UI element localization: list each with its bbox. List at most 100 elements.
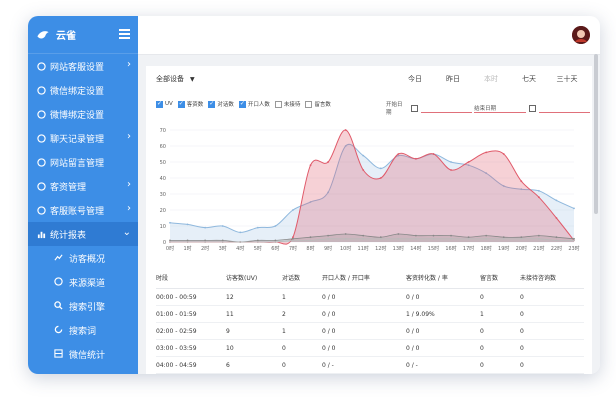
data-point <box>344 237 347 240</box>
nav-item-label: 客服账号管理 <box>50 206 105 217</box>
y-tick-label: 10 <box>160 224 166 230</box>
data-point <box>274 241 277 243</box>
legend-label: 留言数 <box>314 102 331 108</box>
data-point <box>169 239 171 242</box>
data-point <box>502 153 505 155</box>
data-point <box>573 207 575 210</box>
period-tab[interactable]: 七天 <box>522 75 536 83</box>
data-point <box>555 239 558 242</box>
sub-nav-item[interactable]: 搜索词 <box>28 318 138 342</box>
calendar-icon[interactable] <box>528 104 536 112</box>
legend-checkbox[interactable]: ✓ 对话数 <box>208 100 234 108</box>
y-tick-label: 50 <box>160 160 166 166</box>
data-point <box>485 151 488 154</box>
sub-nav-item[interactable]: 来源渠道 <box>28 270 138 294</box>
topbar <box>138 16 600 55</box>
data-point <box>432 237 435 240</box>
table-cell: 10 <box>226 344 234 352</box>
visitor-chart: 0 10 20 30 40 50 60 70 0时 1时 2时 3时 4时 5时 6时 7时 8时 9时 10时 11… <box>160 128 580 252</box>
device-select[interactable]: 全部设备 ▼ <box>156 74 195 84</box>
x-tick-label: 9时 <box>324 245 332 252</box>
refresh-icon <box>54 325 64 335</box>
legend-checkbox[interactable]: ✓ 开口人数 <box>238 100 270 108</box>
table-cell: 12 <box>226 293 234 301</box>
legend-label: 对话数 <box>217 102 234 108</box>
menu-toggle-icon[interactable] <box>119 29 130 39</box>
data-point <box>520 236 523 239</box>
start-date-input[interactable] <box>420 104 473 113</box>
table-row: 04:00 - 04:59 6 0 0 / - 0 / - 0 0 <box>156 357 584 374</box>
sub-nav-item[interactable]: 访客概况 <box>28 246 138 270</box>
sub-nav-item[interactable]: 微信统计 <box>28 342 138 366</box>
data-point <box>502 237 505 240</box>
data-point <box>344 233 347 235</box>
legend-checkbox[interactable]: 未接待 <box>274 100 301 108</box>
table-cell: 0 <box>480 344 484 352</box>
data-point <box>485 237 488 240</box>
data-point <box>397 237 400 240</box>
legend-checkbox[interactable]: ✓ 客资数 <box>177 100 203 108</box>
data-point <box>362 234 365 237</box>
stats-panel: 全部设备 ▼ 今日 昨日 本时 七天 三十天 ✓ UV ✓ 客资数 ✓ 对话数 ✓ 开口人数 未接待 留言数… <box>146 66 592 374</box>
x-tick-label: 19时 <box>498 245 509 252</box>
table-cell: 04:00 - 04:59 <box>156 361 197 369</box>
legend-label: 未接待 <box>283 102 301 108</box>
globe-icon <box>37 61 46 71</box>
sub-nav-menu: 访客概况 来源渠道 搜索引擎 搜索词 微信统计 <box>28 246 138 366</box>
nav-item-label: 网站留言管理 <box>50 158 105 169</box>
data-point <box>467 237 470 240</box>
end-date-input[interactable]: 结束日期 <box>474 104 526 113</box>
avatar[interactable] <box>572 26 590 44</box>
data-point <box>485 172 488 175</box>
data-point <box>362 237 365 240</box>
table-row: 03:00 - 03:59 10 0 0 / 0 0 / 0 0 0 <box>156 340 584 357</box>
period-tab[interactable]: 本时 <box>484 75 498 83</box>
data-point <box>186 239 189 242</box>
period-tab[interactable]: 今日 <box>408 75 422 83</box>
data-point <box>309 164 312 167</box>
sub-nav-item[interactable]: 搜索引擎 <box>28 294 138 318</box>
nav-item[interactable]: 客资管理 › <box>28 174 138 198</box>
data-point <box>467 236 470 239</box>
x-tick-label: 4时 <box>236 245 244 252</box>
nav-item-label: 微信绑定设置 <box>50 86 105 97</box>
x-tick-label: 10时 <box>340 245 351 252</box>
x-tick-label: 18时 <box>480 245 491 252</box>
data-point <box>362 154 365 157</box>
data-point <box>186 241 189 243</box>
checkbox-icon <box>274 100 282 108</box>
table-cell: 1 <box>282 293 286 301</box>
end-date-field[interactable] <box>538 104 590 113</box>
legend-checkbox[interactable]: 留言数 <box>305 100 331 108</box>
data-point <box>169 241 171 243</box>
data-point <box>204 241 207 243</box>
end-date-label: 结束日期 <box>474 105 497 112</box>
period-tab[interactable]: 昨日 <box>446 75 460 83</box>
column-header: 客资转化数 / 率 <box>406 274 448 282</box>
series-area <box>170 129 574 245</box>
series-area <box>170 144 574 242</box>
nav-item[interactable]: 微信绑定设置 <box>28 78 138 102</box>
data-point <box>292 237 294 240</box>
scrollbar[interactable] <box>594 54 598 214</box>
column-header: 开口人数 / 开口率 <box>322 274 370 282</box>
table-cell: 0 <box>282 344 286 352</box>
data-point <box>292 209 294 211</box>
nav-item[interactable]: 网站客服设置 › <box>28 54 138 78</box>
wechat-icon <box>37 85 46 95</box>
nav-item[interactable]: 统计报表 ⌄ <box>28 222 138 246</box>
period-tab[interactable]: 三十天 <box>556 75 578 83</box>
nav-item[interactable]: 聊天记录管理 › <box>28 126 138 150</box>
clock-icon <box>37 181 46 191</box>
nav-item[interactable]: 微博绑定设置 <box>28 102 138 126</box>
calendar-icon[interactable] <box>410 104 418 112</box>
data-point <box>379 167 382 170</box>
date-range: 开始日期 结束日期 <box>386 100 592 116</box>
data-point <box>520 180 523 183</box>
data-point <box>186 223 189 226</box>
y-tick-label: 30 <box>160 192 166 198</box>
legend-checkbox[interactable]: ✓ UV <box>156 100 173 108</box>
table-cell: 01:00 - 01:59 <box>156 310 197 318</box>
nav-item[interactable]: 网站留言管理 <box>28 150 138 174</box>
nav-item[interactable]: 客服账号管理 › <box>28 198 138 222</box>
